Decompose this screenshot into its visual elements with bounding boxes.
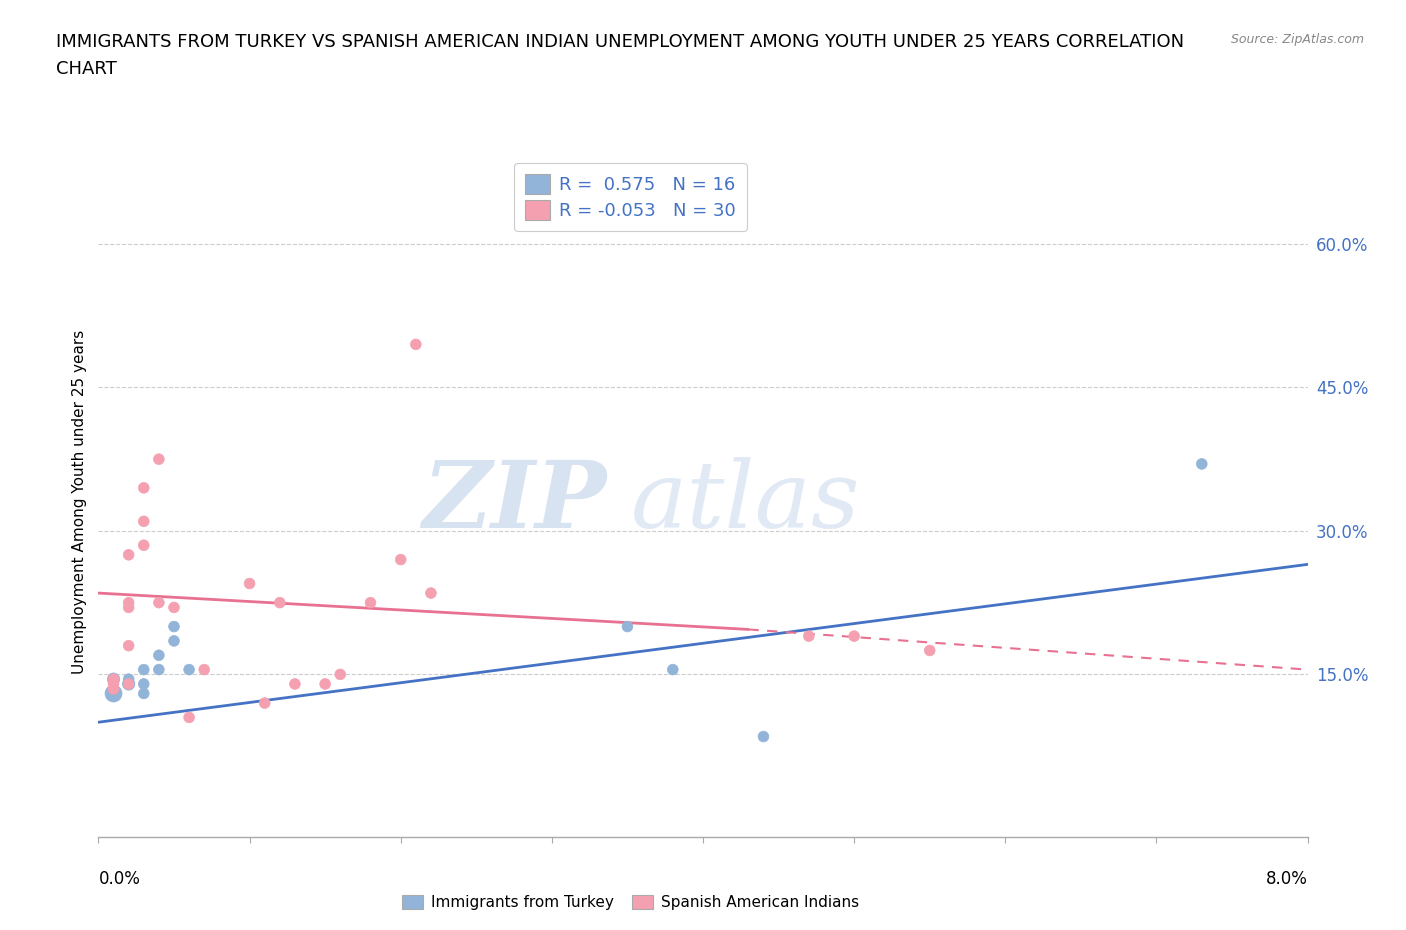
Text: 0.0%: 0.0% (98, 870, 141, 887)
Point (239, 576, 262, 591)
Point (118, 548, 141, 563)
Point (148, 662, 170, 677)
Point (269, 595, 291, 610)
Point (132, 538, 155, 552)
Text: 8.0%: 8.0% (1265, 870, 1308, 887)
Point (132, 481, 155, 496)
Point (118, 600, 141, 615)
Text: atlas: atlas (630, 458, 860, 547)
Point (118, 671, 141, 686)
Point (661, 662, 683, 677)
Point (103, 686, 125, 701)
Point (405, 337, 427, 352)
Point (359, 595, 381, 610)
Text: ZIP: ZIP (422, 458, 606, 547)
Text: IMMIGRANTS FROM TURKEY VS SPANISH AMERICAN INDIAN UNEMPLOYMENT AMONG YOUTH UNDER: IMMIGRANTS FROM TURKEY VS SPANISH AMERIC… (56, 33, 1184, 50)
Point (329, 667, 352, 682)
Point (389, 552, 412, 567)
Point (103, 676, 125, 691)
Y-axis label: Unemployment Among Youth under 25 years: Unemployment Among Youth under 25 years (72, 330, 87, 674)
Point (118, 676, 141, 691)
Point (103, 671, 125, 686)
Point (179, 662, 201, 677)
Point (103, 682, 125, 697)
Point (193, 662, 215, 677)
Point (132, 662, 155, 677)
Point (132, 676, 155, 691)
Point (253, 696, 276, 711)
Point (103, 682, 125, 697)
Point (132, 514, 155, 529)
Point (132, 686, 155, 701)
Point (148, 648, 170, 663)
Point (163, 600, 186, 615)
Text: Source: ZipAtlas.com: Source: ZipAtlas.com (1230, 33, 1364, 46)
Point (1191, 457, 1213, 472)
Point (103, 671, 125, 686)
Point (118, 638, 141, 653)
Point (163, 633, 186, 648)
Point (118, 595, 141, 610)
Point (419, 586, 441, 601)
Point (918, 643, 941, 658)
Point (284, 676, 307, 691)
Point (179, 710, 201, 724)
Point (616, 619, 638, 634)
Point (148, 595, 170, 610)
Text: CHART: CHART (56, 60, 117, 78)
Point (752, 729, 775, 744)
Point (148, 452, 170, 467)
Point (797, 629, 820, 644)
Point (844, 629, 866, 644)
Legend: Immigrants from Turkey, Spanish American Indians: Immigrants from Turkey, Spanish American… (395, 889, 865, 916)
Point (118, 676, 141, 691)
Point (314, 676, 336, 691)
Point (163, 619, 186, 634)
